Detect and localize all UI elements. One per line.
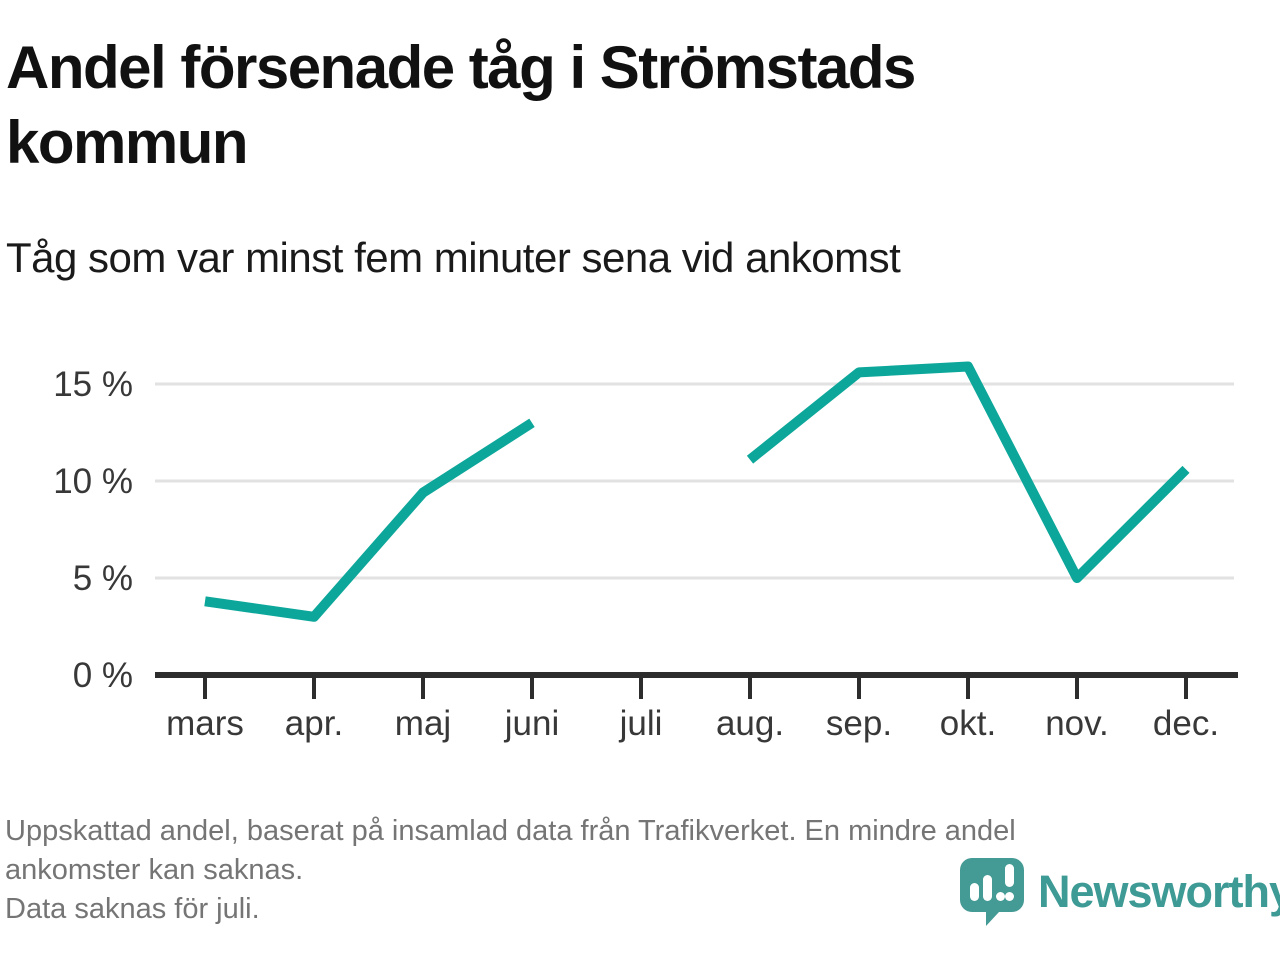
x-axis-tick-label: dec.: [1153, 704, 1219, 743]
x-axis-tick: [312, 678, 316, 699]
y-axis-tick-label: 15 %: [53, 365, 133, 404]
newsworthy-logo[interactable]: Newsworthy: [956, 856, 1280, 928]
x-axis-tick: [748, 678, 752, 699]
gridline: [155, 382, 1234, 386]
y-axis-tick-label: 0 %: [73, 656, 133, 695]
x-axis-tick-label: mars: [166, 704, 244, 743]
logo-exclamation-dot: [1005, 892, 1014, 901]
gridline: [155, 479, 1234, 483]
x-axis-tick: [530, 678, 534, 699]
x-axis-tick-label: nov.: [1045, 704, 1109, 743]
x-axis-tick-label: okt.: [940, 704, 996, 743]
x-axis-tick-label: maj: [395, 704, 451, 743]
x-axis-tick-label: sep.: [826, 704, 892, 743]
source-note-line: Data saknas för juli.: [5, 893, 260, 925]
gridline: [155, 576, 1234, 580]
logo-dot: [996, 892, 1005, 901]
x-axis-tick: [421, 678, 425, 699]
x-axis-tick: [966, 678, 970, 699]
chart-title: Andel försenade tåg i Strömstads kommun: [6, 34, 916, 176]
line-chart: 0 % 5 % 10 % 15 % mars apr. maj juni juli aug. sep…: [53, 361, 1238, 743]
x-axis-tick: [1184, 678, 1188, 699]
source-note: Uppskattad andel, baserat på insamlad da…: [5, 812, 1016, 929]
data-line-segment: [204, 418, 535, 622]
x-axis-tick-label: juni: [504, 704, 559, 743]
y-axis-tick-label: 5 %: [73, 559, 133, 598]
x-axis-tick: [1075, 678, 1079, 699]
data-line-segment: [746, 361, 1190, 583]
x-axis-tick-label: apr.: [285, 704, 343, 743]
y-axis-tick-label: 10 %: [53, 462, 133, 501]
x-axis-tick: [639, 678, 643, 699]
logo-bar-tall: [983, 875, 992, 901]
source-note-line: Uppskattad andel, baserat på insamlad da…: [5, 815, 1016, 847]
x-axis-tick-label: juli: [619, 704, 663, 743]
newsworthy-wordmark: Newsworthy: [1038, 866, 1280, 917]
logo-bar-short: [970, 883, 979, 901]
logo-exclamation-bar: [1005, 864, 1014, 887]
source-note-line: ankomster kan saknas.: [5, 854, 304, 886]
newsworthy-icon: [960, 858, 1024, 926]
x-axis-tick: [857, 678, 861, 699]
chart-subtitle: Tåg som var minst fem minuter sena vid a…: [6, 234, 901, 281]
x-axis-line: [155, 672, 1238, 678]
x-axis-tick-label: aug.: [716, 704, 784, 743]
x-axis-tick: [203, 678, 207, 699]
